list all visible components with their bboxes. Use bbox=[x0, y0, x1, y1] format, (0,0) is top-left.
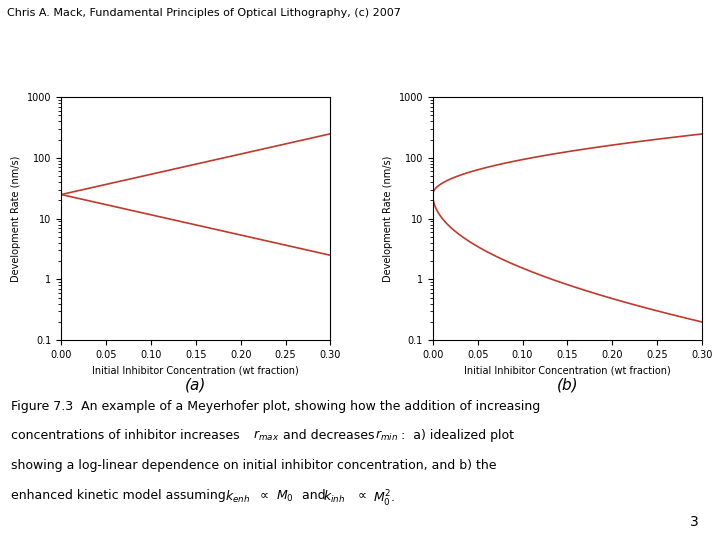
Y-axis label: Development Rate (nm/s): Development Rate (nm/s) bbox=[12, 156, 22, 282]
Text: showing a log-linear dependence on initial inhibitor concentration, and b) the: showing a log-linear dependence on initi… bbox=[11, 459, 496, 472]
Text: (a): (a) bbox=[185, 378, 207, 393]
Text: $r_{max}$: $r_{max}$ bbox=[253, 429, 279, 443]
Text: (b): (b) bbox=[557, 378, 578, 393]
Text: $M_0^2$.: $M_0^2$. bbox=[373, 489, 395, 509]
Text: $r_{min}$: $r_{min}$ bbox=[375, 429, 398, 443]
Text: Chris A. Mack, Fundamental Principles of Optical Lithography, (c) 2007: Chris A. Mack, Fundamental Principles of… bbox=[7, 8, 401, 18]
X-axis label: Initial Inhibitor Concentration (wt fraction): Initial Inhibitor Concentration (wt frac… bbox=[464, 366, 671, 375]
X-axis label: Initial Inhibitor Concentration (wt fraction): Initial Inhibitor Concentration (wt frac… bbox=[92, 366, 300, 375]
Text: enhanced kinetic model assuming: enhanced kinetic model assuming bbox=[11, 489, 230, 502]
Text: $k_{enh}$: $k_{enh}$ bbox=[225, 489, 251, 505]
Y-axis label: Development Rate (nm/s): Development Rate (nm/s) bbox=[383, 156, 393, 282]
Text: $k_{inh}$: $k_{inh}$ bbox=[323, 489, 346, 505]
Text: $\propto$: $\propto$ bbox=[253, 489, 273, 502]
Text: and decreases: and decreases bbox=[279, 429, 379, 442]
Text: $\propto$: $\propto$ bbox=[351, 489, 370, 502]
Text: concentrations of inhibitor increases: concentrations of inhibitor increases bbox=[11, 429, 243, 442]
Text: and: and bbox=[298, 489, 330, 502]
Text: :  a) idealized plot: : a) idealized plot bbox=[401, 429, 514, 442]
Text: 3: 3 bbox=[690, 515, 698, 529]
Text: Figure 7.3  An example of a Meyerhofer plot, showing how the addition of increas: Figure 7.3 An example of a Meyerhofer pl… bbox=[11, 400, 540, 413]
Text: $M_0$: $M_0$ bbox=[276, 489, 294, 504]
